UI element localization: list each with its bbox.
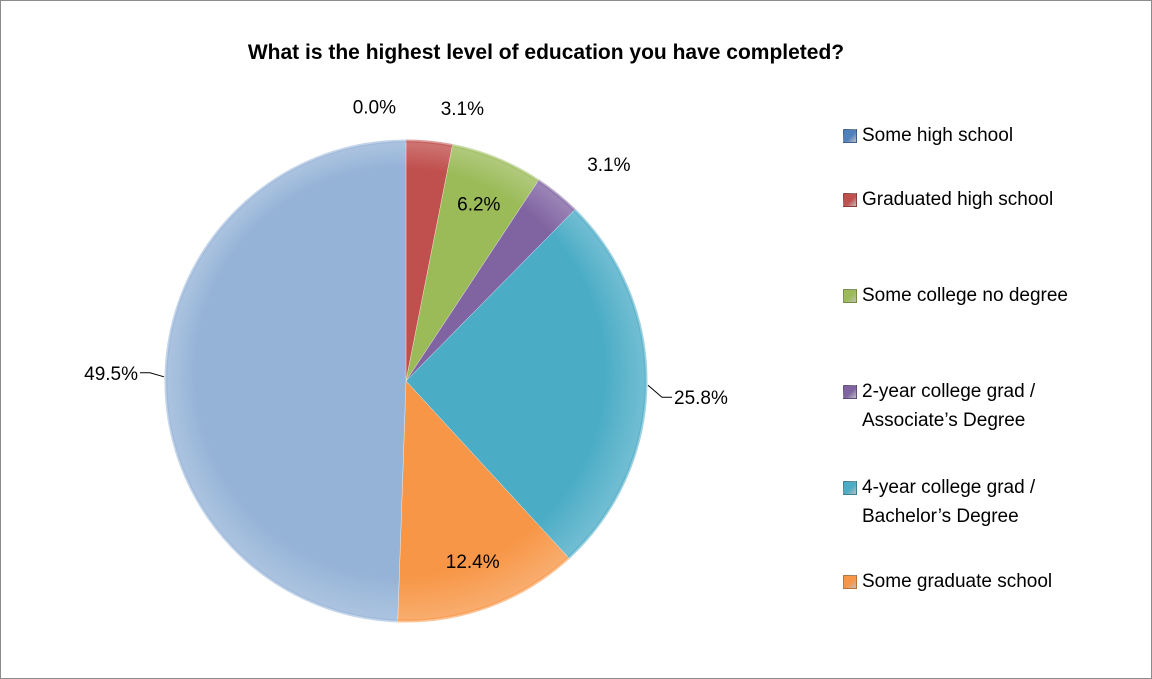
legend-label: Graduated high school (862, 189, 1054, 210)
legend-swatch-some-graduate-school (843, 575, 857, 589)
data-label-graduated-high-school: 3.1% (441, 99, 484, 120)
legend-item-graduated-high-school: Graduated high school (843, 185, 1143, 214)
pie-slice-rim-slice-6 (164, 139, 407, 623)
pie-slice-rim-some-college-no-degree (452, 144, 540, 182)
legend-item-some-college-no-degree: Some college no degree (843, 281, 1143, 310)
legend-item-some-graduate-school: Some graduate school (843, 567, 1143, 596)
legend-swatch-2-year-college-grad-associate-s-degree (843, 385, 857, 399)
legend-label: 4-year college grad / Bachelor’s Degree (862, 477, 1036, 527)
chart-title: What is the highest level of education y… (247, 41, 845, 64)
legend-item-some-high-school: Some high school (843, 121, 1143, 150)
pie-slice-slice-6 (165, 140, 407, 622)
legend-item-4-year-college-grad-bachelor-s-degree: 4-year college grad / Bachelor’s Degree (843, 473, 1143, 531)
legend-swatch-some-college-no-degree (843, 289, 857, 303)
pie-slice-rim-4-year-college-grad-bachelor-s-degree (567, 209, 648, 559)
legend-label: Some graduate school (862, 571, 1053, 592)
legend-swatch-some-high-school (843, 129, 857, 143)
legend-label: Some college no degree (862, 285, 1068, 306)
legend-label: 2-year college grad / Associate’s Degree (862, 381, 1036, 431)
pie-slice-rim-some-graduate-school (397, 556, 570, 623)
legend-swatch-graduated-high-school (843, 193, 857, 207)
leader-line-4-year-college-grad-bachelor-s-degree (647, 384, 672, 398)
data-label-some-graduate-school: 12.4% (446, 552, 500, 573)
data-label-slice-6: 49.5% (84, 364, 138, 385)
data-label-some-high-school: 0.0% (353, 98, 396, 119)
legend-item-2-year-college-grad-associate-s-degree: 2-year college grad / Associate’s Degree (843, 377, 1143, 435)
leader-line-slice-6 (140, 372, 165, 378)
data-label-2-year-college-grad-associate-s-degree: 3.1% (587, 155, 630, 176)
data-label-some-college-no-degree: 6.2% (457, 194, 500, 215)
legend-swatch-4-year-college-grad-bachelor-s-degree (843, 481, 857, 495)
legend-label: Some high school (862, 125, 1014, 146)
data-label-4-year-college-grad-bachelor-s-degree: 25.8% (674, 388, 728, 409)
